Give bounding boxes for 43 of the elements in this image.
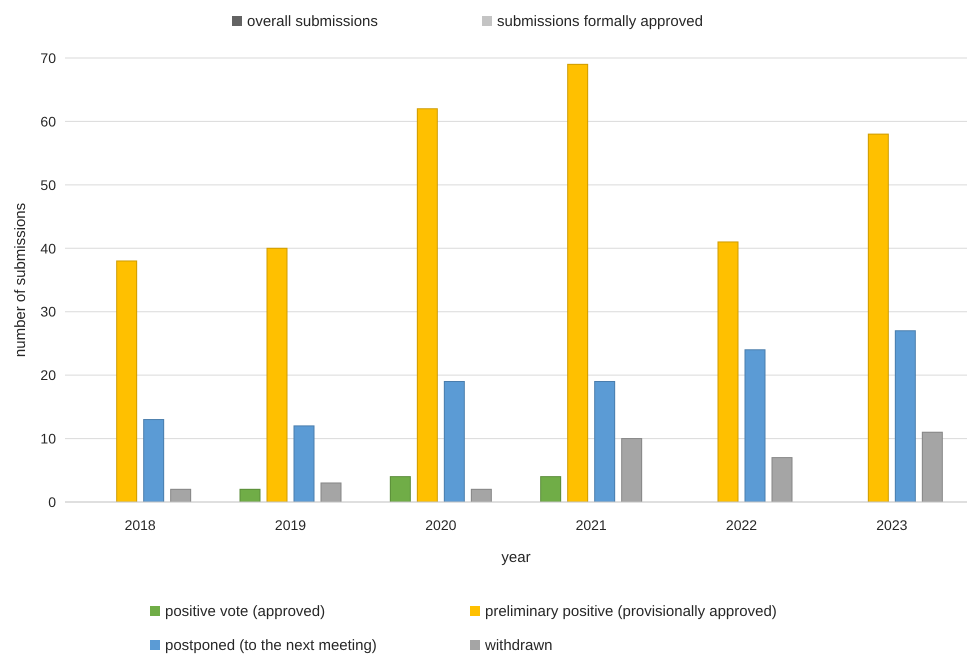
y-tick-label: 0 [48, 494, 56, 510]
legend-label: positive vote (approved) [165, 603, 326, 620]
legend-label: overall submissions [247, 13, 378, 30]
x-tick-label: 2021 [576, 517, 607, 533]
x-tick-label: 2023 [876, 517, 908, 533]
y-tick-label: 20 [40, 367, 56, 384]
bar [470, 488, 492, 502]
bar [444, 380, 465, 502]
y-tick-label: 30 [40, 304, 56, 320]
bar [718, 241, 738, 502]
legend-label: postponed (to the next meeting) [165, 637, 377, 654]
bar [894, 330, 916, 502]
bar [416, 108, 438, 502]
y-tick-label: 50 [40, 176, 56, 193]
bar [922, 432, 943, 502]
legend-label: submissions formally approved [497, 13, 703, 30]
bar [143, 419, 164, 502]
legend-label: withdrawn [484, 637, 553, 654]
y-tick-label: 60 [40, 113, 56, 130]
bar [594, 380, 616, 502]
bar [567, 64, 588, 502]
bar [266, 248, 288, 502]
bar [116, 260, 138, 502]
x-tick-label: 2019 [274, 517, 306, 533]
bar [390, 476, 411, 502]
y-tick-label: 40 [40, 240, 56, 256]
x-axis-title: year [501, 549, 531, 566]
x-tick-label: 2022 [726, 517, 758, 533]
bar [621, 438, 642, 502]
bar [540, 476, 562, 502]
bar [772, 457, 792, 502]
y-tick-label: 70 [40, 50, 56, 66]
bar [320, 482, 342, 502]
legend-label: preliminary positive (provisionally approved) [485, 603, 777, 620]
bar [240, 488, 260, 502]
bar [170, 488, 192, 502]
x-tick-label: 2018 [124, 517, 156, 533]
bar [868, 134, 889, 502]
x-tick-label: 2020 [425, 517, 457, 533]
y-axis-title: number of submissions [12, 202, 29, 358]
bar [294, 425, 314, 502]
y-tick-label: 10 [40, 430, 56, 447]
bar [744, 349, 766, 502]
